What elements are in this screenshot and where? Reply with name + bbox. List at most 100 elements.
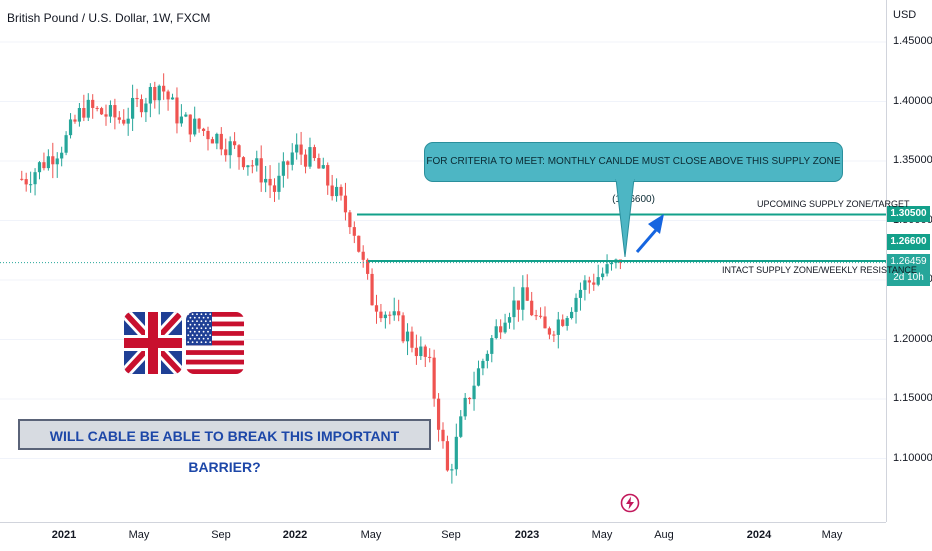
candle-up: [108, 105, 113, 117]
candle-up: [255, 158, 259, 166]
candle-up: [193, 118, 197, 135]
candle-up: [170, 97, 175, 100]
candle-up: [463, 397, 467, 417]
candle-up: [596, 277, 600, 285]
candle-up: [64, 135, 68, 153]
time-axis[interactable]: [0, 522, 886, 551]
candle-down: [259, 158, 263, 183]
candle-up: [295, 144, 299, 153]
candle-down: [317, 158, 321, 169]
candle-up: [472, 385, 476, 400]
candle-up: [86, 99, 90, 118]
candle-down: [24, 179, 28, 185]
candle-up: [277, 175, 281, 192]
candle-up: [131, 97, 135, 119]
last-price-tag: 1.26459 2d 10h: [887, 254, 930, 286]
candle-down: [73, 119, 77, 122]
last-price-value: 1.26459: [890, 256, 927, 267]
price-tick-label: 1.15000: [893, 392, 932, 404]
candle-down: [348, 212, 352, 228]
upper-zone-price-tag: 1.30500: [887, 206, 930, 222]
candle-down: [343, 195, 348, 213]
candle-down: [139, 99, 144, 113]
candle-down: [326, 165, 330, 186]
candle-down: [436, 398, 441, 430]
callout-pointer: [615, 179, 635, 258]
candle-down: [428, 356, 432, 358]
candle-down: [95, 107, 99, 109]
candle-up: [521, 287, 525, 310]
candle-down: [299, 144, 303, 155]
candle-down: [357, 235, 361, 252]
price-tick-label: 1.10000: [893, 451, 932, 464]
target-arrow-shaft: [635, 229, 658, 253]
candle-up: [334, 186, 339, 197]
candle-down: [414, 347, 419, 357]
candle-up: [264, 178, 268, 183]
candle-down: [525, 287, 529, 301]
candle-down: [91, 99, 95, 108]
candle-up: [179, 116, 183, 124]
candle-down: [587, 280, 591, 283]
candle-up: [565, 318, 569, 326]
candle-up: [148, 86, 152, 104]
candle-down: [468, 397, 472, 400]
price-axis[interactable]: [886, 0, 932, 522]
chart-title: British Pound / U.S. Dollar, 1W, FXCM: [7, 11, 211, 25]
candle-down: [410, 331, 414, 348]
candle-down: [538, 315, 543, 317]
candle-up: [419, 346, 423, 357]
candle-up: [450, 469, 454, 471]
target-arrow-head: [648, 214, 664, 234]
candle-down: [175, 97, 179, 124]
candle-up: [578, 289, 583, 298]
candle-up: [481, 360, 485, 369]
candle-up: [405, 331, 410, 342]
candle-down: [397, 311, 401, 316]
candle-down: [272, 185, 277, 192]
time-tick-label: Sep: [211, 529, 231, 541]
candle-up: [184, 114, 188, 117]
candle-up: [503, 322, 507, 333]
candle-down: [552, 334, 556, 336]
us-flag-icon: [186, 312, 244, 374]
time-tick-label: 2023: [514, 529, 540, 541]
candle-down: [51, 156, 55, 165]
upper-zone-label: UPCOMING SUPPLY ZONE/TARGET: [757, 199, 910, 209]
candle-up: [574, 297, 578, 312]
candle-down: [423, 346, 427, 357]
criteria-callout[interactable]: FOR CRITERIA TO MEET: MONTHLY CANLDE MUS…: [424, 142, 843, 205]
time-tick-label: Sep: [441, 529, 461, 541]
candle-up: [246, 165, 250, 168]
candle-down: [516, 300, 520, 310]
candle-down: [162, 85, 166, 92]
candle-down: [543, 316, 547, 329]
candle-up: [476, 368, 481, 386]
candle-down: [188, 114, 192, 135]
candle-down: [82, 108, 86, 118]
candle-up: [157, 85, 161, 101]
candle-up: [490, 338, 494, 354]
candle-up: [126, 118, 130, 124]
candle-down: [303, 154, 308, 167]
time-tick-label: Aug: [654, 529, 674, 541]
candle-up: [46, 156, 50, 169]
candle-down: [122, 119, 126, 124]
candle-down: [197, 118, 201, 129]
candle-down: [339, 186, 343, 196]
candle-up: [459, 416, 463, 437]
candle-down: [237, 145, 241, 158]
lightning-icon[interactable]: [620, 493, 640, 513]
candle-down: [113, 105, 117, 118]
candle-down: [561, 319, 565, 326]
candle-up: [290, 152, 294, 165]
candle-up: [392, 311, 396, 316]
candle-down: [366, 259, 370, 274]
candle-up: [308, 147, 312, 167]
candle-down: [312, 147, 317, 159]
candle-down: [499, 326, 503, 333]
candle-up: [485, 353, 489, 361]
candle-down: [379, 311, 383, 319]
candle-down: [135, 97, 139, 100]
